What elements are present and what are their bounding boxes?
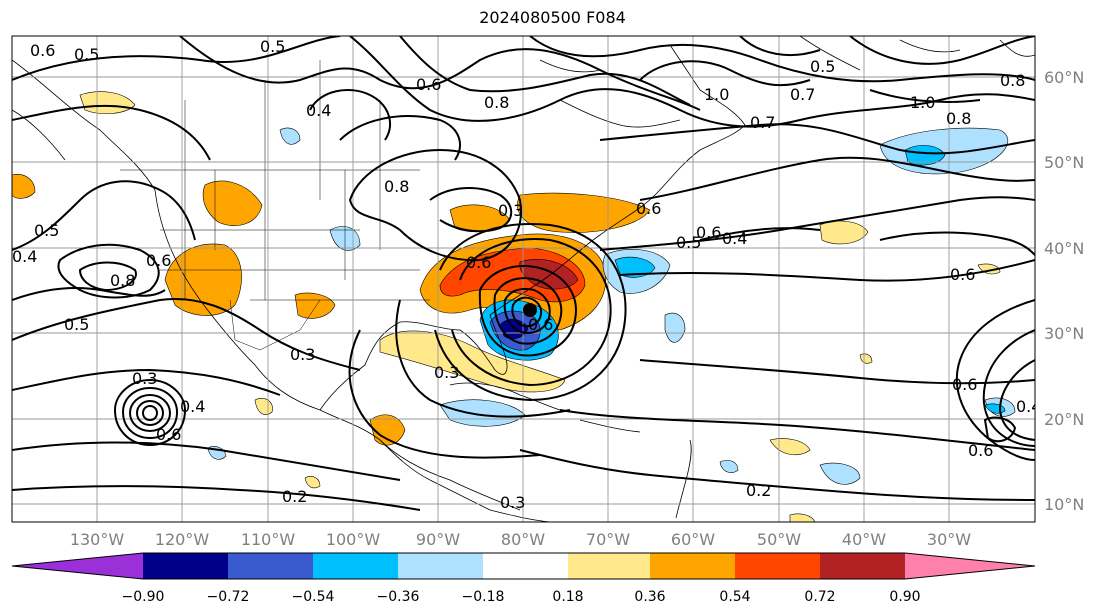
- colorbar-cell: [820, 553, 905, 579]
- lat-tick-label: 10°N: [1044, 495, 1084, 514]
- contour-label: 0.8: [1000, 71, 1025, 90]
- colorbar-tick-label: −0.90: [122, 589, 165, 605]
- contour-label: 0.6: [30, 41, 55, 60]
- contour-label: 0.4: [722, 229, 747, 248]
- contour-label: 0.5: [34, 221, 59, 240]
- contour-label: 0.8: [484, 93, 509, 112]
- contour-label: 0.5: [260, 37, 285, 56]
- lon-tick-label: 30°W: [927, 530, 971, 549]
- colorbar-tick-label: 0.18: [552, 589, 583, 605]
- contour-label: 0.6: [156, 425, 181, 444]
- contour-label: 0.2: [282, 487, 307, 506]
- contour-label: 0.6: [416, 75, 441, 94]
- lon-tick-label: 60°W: [671, 530, 715, 549]
- contour-label: 0.6: [950, 265, 975, 284]
- colorbar-tick-label: 0.54: [719, 589, 750, 605]
- colorbar-cell: [905, 553, 1035, 579]
- contour-label: 0.4: [306, 101, 331, 120]
- contour-label: 0.8: [384, 177, 409, 196]
- lon-tick-label: 40°W: [842, 530, 886, 549]
- colorbar-tick-label: 0.36: [634, 589, 665, 605]
- state-borders: [120, 60, 430, 351]
- map-frame: [11, 35, 1036, 523]
- contour-label: 0.6: [952, 375, 977, 394]
- contour-label: 0.8: [946, 109, 971, 128]
- storm-center-marker: [523, 303, 537, 317]
- lon-tick-label: 50°W: [757, 530, 801, 549]
- contour-label: 0.4: [180, 397, 205, 416]
- contour-label: 0.7: [790, 85, 815, 104]
- contour-label: 0.6: [968, 441, 993, 460]
- contour-label: 0.7: [750, 113, 775, 132]
- gridlines: [12, 36, 1035, 522]
- lat-tick-label: 60°N: [1044, 68, 1084, 87]
- colorbar-tick-label: −0.18: [462, 589, 505, 605]
- contour-label: 0.3: [290, 345, 315, 364]
- contour-label: 0.5: [74, 45, 99, 64]
- colorbar-cell: [650, 553, 735, 579]
- contour-label: 0.5: [810, 57, 835, 76]
- colorbar-tick-label: −0.54: [292, 589, 335, 605]
- lon-tick-label: 100°W: [326, 530, 381, 549]
- colorbar-tick-label: 0.90: [889, 589, 920, 605]
- contour-label: 0.4: [1016, 397, 1041, 416]
- contour-labels: 0.6 0.5 0.5 0.4 0.6 0.8 1.0 0.7 0.5 0.8 …: [12, 37, 1041, 512]
- colorbar-cell: [313, 553, 398, 579]
- contour-label: 0.6: [696, 223, 721, 242]
- lon-tick-label: 120°W: [155, 530, 210, 549]
- colorbar-cell: [143, 553, 228, 579]
- lon-tick-label: 110°W: [241, 530, 296, 549]
- contour-label: 0.6: [466, 253, 491, 272]
- lat-tick-label: 30°N: [1044, 324, 1084, 343]
- contour-label: 0.3: [500, 493, 525, 512]
- colorbar-cell: [228, 553, 313, 579]
- contour-label: 1.0: [910, 93, 935, 112]
- colorbar-cell: [568, 553, 650, 579]
- colorbar-outline: [11, 552, 1036, 580]
- contour-label: 0.5: [676, 233, 701, 252]
- contour-label: 0.6: [528, 315, 553, 334]
- latitude-ticks: 60°N 50°N 40°N 30°N 20°N 10°N: [1044, 68, 1084, 514]
- lon-tick-label: 70°W: [586, 530, 630, 549]
- lat-tick-label: 40°N: [1044, 239, 1084, 258]
- colorbar-cell: [735, 553, 820, 579]
- contour-label: 0.6: [636, 199, 661, 218]
- lat-tick-label: 20°N: [1044, 410, 1084, 429]
- lon-tick-label: 90°W: [416, 530, 460, 549]
- contour-label: 0.3: [434, 363, 459, 382]
- colorbar-tick-label: 0.72: [804, 589, 835, 605]
- contour-label: 0.3: [498, 201, 523, 220]
- contour-label: 0.8: [110, 271, 135, 290]
- colorbar-tick-label: −0.36: [377, 589, 420, 605]
- lat-tick-label: 50°N: [1044, 153, 1084, 172]
- map-title: 2024080500 F084: [479, 8, 626, 27]
- contour-label: 0.2: [746, 481, 771, 500]
- coastlines: [12, 36, 1035, 522]
- lon-tick-label: 80°W: [501, 530, 545, 549]
- contour-label: 0.5: [64, 315, 89, 334]
- colorbar-cell: [483, 553, 568, 579]
- colorbar: [11, 552, 1036, 580]
- contour-label: 1.0: [704, 85, 729, 104]
- contour-label: 0.4: [12, 247, 37, 266]
- contour-lines: [12, 36, 1035, 511]
- colorbar-cell: [398, 553, 483, 579]
- colorbar-tick-label: −0.72: [207, 589, 250, 605]
- contour-label: 0.6: [146, 251, 171, 270]
- longitude-ticks: 130°W 120°W 110°W 100°W 90°W 80°W 70°W 6…: [70, 530, 971, 549]
- colorbar-cell: [12, 553, 143, 579]
- colorbar-ticks: −0.90 −0.72 −0.54 −0.36 −0.18 0.18 0.36 …: [122, 589, 921, 605]
- contour-label: 0.3: [132, 369, 157, 388]
- lon-tick-label: 130°W: [70, 530, 125, 549]
